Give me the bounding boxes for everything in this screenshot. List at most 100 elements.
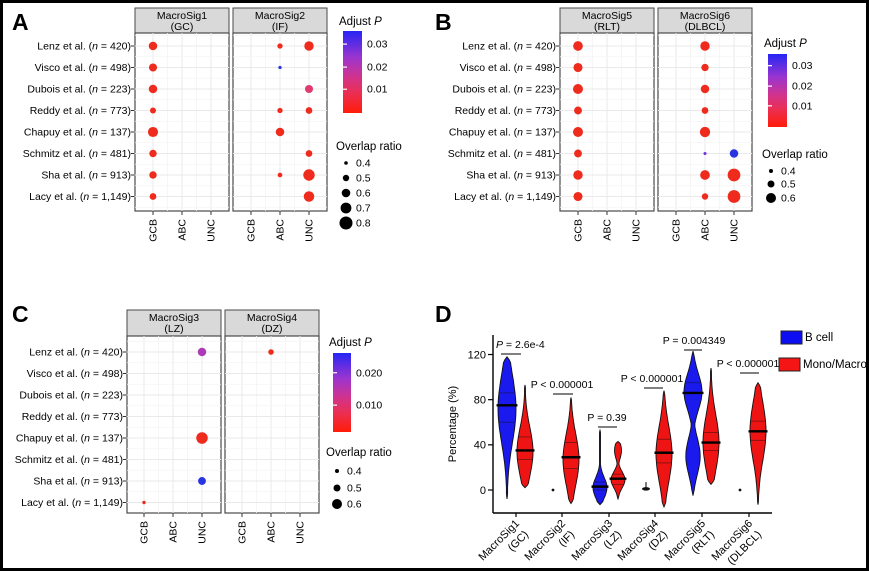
facet-header	[224, 309, 320, 337]
overlap-dot	[574, 106, 582, 115]
overlap-dot	[275, 127, 285, 137]
overlap-dot	[305, 150, 313, 157]
overlap-dot	[573, 191, 583, 202]
collapsed-violin-point	[642, 487, 650, 491]
overlap-legend-dot	[766, 193, 776, 203]
overlap-legend-label: 0.5	[356, 173, 371, 185]
study-label: Visco et al. (n = 498)	[27, 368, 123, 380]
axis-tick-label: UNC	[206, 219, 218, 242]
colorbar-tick-label: 0.020	[356, 367, 382, 379]
collapsed-violin-point	[738, 488, 742, 492]
overlap-dot	[701, 193, 709, 200]
overlap-dot	[573, 62, 583, 73]
overlap-dot	[149, 171, 157, 179]
overlap-legend-dot	[342, 174, 350, 182]
p-value-label: P = 0.39	[587, 412, 626, 424]
colorbar-tick-label: 0.02	[367, 62, 388, 74]
overlap-legend-title: Overlap ratio	[762, 149, 828, 161]
overlap-legend-dot	[335, 469, 339, 473]
study-label: Schmitz et al. (n = 481)	[23, 148, 131, 160]
axis-tick-label: GCB	[139, 521, 151, 544]
legend-swatch	[778, 357, 801, 372]
overlap-dot	[149, 149, 157, 158]
axis-tick-label: GCB	[148, 219, 160, 242]
axis-tick-label: ABC	[700, 219, 712, 241]
overlap-legend-label: 0.5	[781, 179, 796, 191]
overlap-dot	[278, 65, 282, 70]
overlap-dot	[574, 149, 582, 158]
study-label: Reddy et al. (n = 773)	[455, 105, 556, 117]
violin-shape	[655, 390, 673, 509]
axis-tick-label: GCB	[573, 219, 585, 242]
overlap-dot	[727, 168, 741, 182]
p-value-label: P < 0.000001	[531, 379, 594, 391]
colorbar-tick-label: 0.01	[367, 84, 388, 96]
study-label: Sha et al. (n = 913)	[466, 170, 556, 182]
violin-shape	[702, 368, 720, 486]
dot-panel-B: B Lenz et al. (n = 420) Visco et al. (n = …	[435, 7, 828, 242]
colorbar-tick-label: 0.03	[792, 60, 813, 72]
overlap-legend-label: 0.6	[347, 499, 362, 511]
study-label: Dubois et al. (n = 223)	[452, 84, 556, 96]
overlap-legend-dot	[344, 161, 348, 165]
overlap-legend-label: 0.4	[781, 166, 796, 178]
axis-tick-label: ABC	[177, 219, 189, 241]
overlap-dot	[700, 84, 710, 94]
facet-header	[134, 7, 230, 34]
study-label: Dubois et al. (n = 223)	[19, 390, 123, 402]
study-label: Sha et al. (n = 913)	[33, 476, 123, 488]
overlap-dot	[148, 41, 158, 51]
overlap-dot	[148, 63, 158, 72]
overlap-legend-title: Overlap ratio	[326, 447, 392, 459]
study-label: Lacy et al. (n = 1,149)	[29, 191, 131, 203]
overlap-legend-title: Overlap ratio	[336, 141, 402, 153]
overlap-dot	[197, 347, 207, 357]
facet-plot-area	[126, 335, 222, 514]
study-label: Chapuy et al. (n = 137)	[24, 127, 131, 139]
facet-title: MacroSig4	[247, 312, 297, 324]
overlap-dot	[573, 84, 583, 94]
overlap-dot	[277, 43, 283, 49]
overlap-dot	[727, 190, 741, 203]
violin-shape	[497, 356, 517, 500]
violin-shape	[610, 440, 626, 501]
adjust-p-colorbar	[768, 54, 787, 127]
overlap-dot	[147, 126, 159, 138]
collapsed-violin-point	[551, 488, 555, 492]
study-label: Sha et al. (n = 913)	[41, 170, 131, 182]
y-axis-title: Percentage (%)	[447, 386, 459, 462]
legend-swatch	[780, 330, 803, 345]
facet-subtitle: (GC)	[171, 21, 194, 33]
overlap-dot	[304, 41, 314, 51]
violin-shape	[516, 384, 534, 489]
overlap-dot	[303, 169, 315, 181]
adjust-p-legend-title: Adjust P	[339, 16, 382, 28]
facet-header	[559, 7, 655, 34]
overlap-legend-label: 0.7	[356, 203, 371, 215]
dot-panel-A: A Lenz et al. (n = 420) Visco et al. (n = …	[12, 7, 402, 242]
overlap-dot	[573, 170, 583, 180]
overlap-dot	[573, 41, 583, 51]
overlap-legend-dot	[769, 169, 773, 173]
panel-label-D: D	[435, 301, 452, 327]
overlap-legend-label: 0.5	[347, 483, 362, 495]
adjust-p-colorbar	[343, 31, 362, 113]
violin-shape	[683, 350, 703, 496]
facet-subtitle: (IF)	[272, 21, 288, 33]
colorbar-tick-label: 0.02	[792, 81, 813, 93]
overlap-dot	[701, 63, 709, 72]
overlap-legend-label: 0.6	[356, 188, 371, 200]
violin-shape	[592, 428, 608, 506]
colorbar-tick-label: 0.03	[367, 39, 388, 51]
overlap-dot	[700, 41, 710, 51]
facet-plot-area	[224, 335, 320, 514]
adjust-p-legend-title: Adjust P	[764, 38, 807, 50]
study-label: Schmitz et al. (n = 481)	[448, 148, 556, 160]
overlap-dot	[148, 84, 158, 94]
violin-shape	[749, 381, 767, 505]
facet-subtitle: (LZ)	[164, 323, 183, 335]
facet-subtitle: (DZ)	[262, 323, 283, 335]
overlap-dot	[149, 107, 157, 114]
overlap-dot	[268, 349, 274, 355]
